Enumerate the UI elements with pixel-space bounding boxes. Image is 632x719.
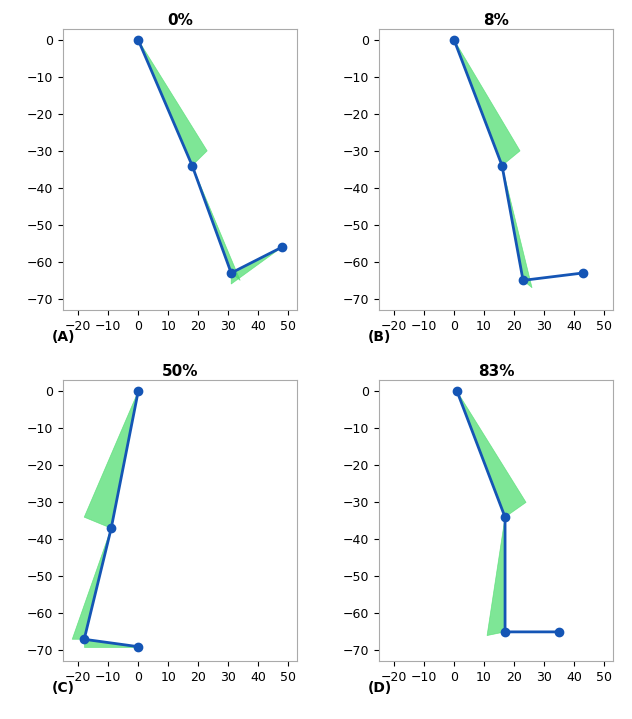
Text: (C): (C) (51, 681, 75, 695)
Polygon shape (192, 165, 240, 280)
Title: 50%: 50% (162, 364, 198, 379)
Title: 83%: 83% (478, 364, 514, 379)
Polygon shape (487, 517, 505, 636)
Text: (D): (D) (367, 681, 392, 695)
Title: 8%: 8% (483, 13, 509, 27)
Title: 0%: 0% (167, 13, 193, 27)
Polygon shape (457, 391, 526, 517)
Polygon shape (231, 247, 282, 284)
Polygon shape (84, 639, 138, 646)
Polygon shape (454, 40, 520, 165)
Polygon shape (84, 391, 138, 528)
Polygon shape (523, 273, 583, 280)
Polygon shape (72, 528, 111, 639)
Text: (B): (B) (367, 329, 391, 344)
Polygon shape (502, 165, 532, 288)
Text: (A): (A) (51, 329, 75, 344)
Polygon shape (138, 40, 207, 165)
